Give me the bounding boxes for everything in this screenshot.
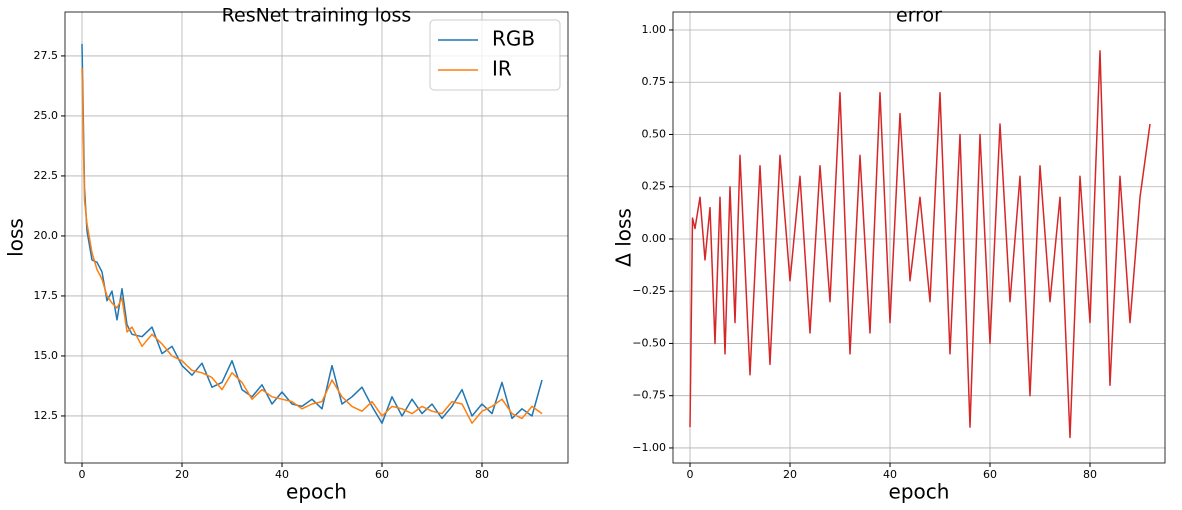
x-tick-label: 80 <box>1083 468 1097 481</box>
x-axis-label: epoch <box>889 480 950 504</box>
chart-title: ResNet training loss <box>222 5 412 27</box>
x-tick-label: 80 <box>475 468 489 481</box>
y-tick-label: −1.00 <box>632 441 666 454</box>
x-tick-label: 0 <box>79 468 86 481</box>
legend-label: RGB <box>492 27 535 51</box>
chart-title: error <box>896 5 942 27</box>
x-tick-label: 60 <box>983 468 997 481</box>
y-tick-label: 1.00 <box>642 23 667 36</box>
x-tick-label: 0 <box>687 468 694 481</box>
x-axis-label: epoch <box>286 480 347 504</box>
series-line <box>81 43 543 424</box>
legend-label: IR <box>492 57 512 81</box>
x-tick-label: 40 <box>275 468 289 481</box>
x-tick-label: 20 <box>783 468 797 481</box>
y-tick-label: 0.25 <box>642 180 667 193</box>
y-tick-label: −0.50 <box>632 336 666 349</box>
y-axis-label: loss <box>4 218 28 257</box>
y-tick-label: −0.25 <box>632 284 666 297</box>
y-tick-label: 15.0 <box>34 349 59 362</box>
y-tick-label: −0.75 <box>632 389 666 402</box>
y-tick-label: 22.5 <box>34 169 59 182</box>
x-tick-label: 60 <box>375 468 389 481</box>
y-tick-label: 0.00 <box>642 232 667 245</box>
y-tick-label: 0.50 <box>642 127 667 140</box>
y-tick-label: 17.5 <box>34 289 59 302</box>
x-tick-label: 20 <box>175 468 189 481</box>
series-line <box>689 50 1151 439</box>
plot-frame <box>672 11 1166 464</box>
y-tick-label: 12.5 <box>34 409 59 422</box>
y-axis-label: Δ loss <box>612 208 636 267</box>
y-tick-label: 20.0 <box>34 229 59 242</box>
y-tick-label: 0.75 <box>642 75 667 88</box>
x-tick-label: 40 <box>883 468 897 481</box>
plot-frame <box>64 11 569 464</box>
y-tick-label: 25.0 <box>34 109 59 122</box>
series-line <box>81 67 543 424</box>
y-tick-label: 27.5 <box>34 49 59 62</box>
legend-box <box>429 19 561 91</box>
